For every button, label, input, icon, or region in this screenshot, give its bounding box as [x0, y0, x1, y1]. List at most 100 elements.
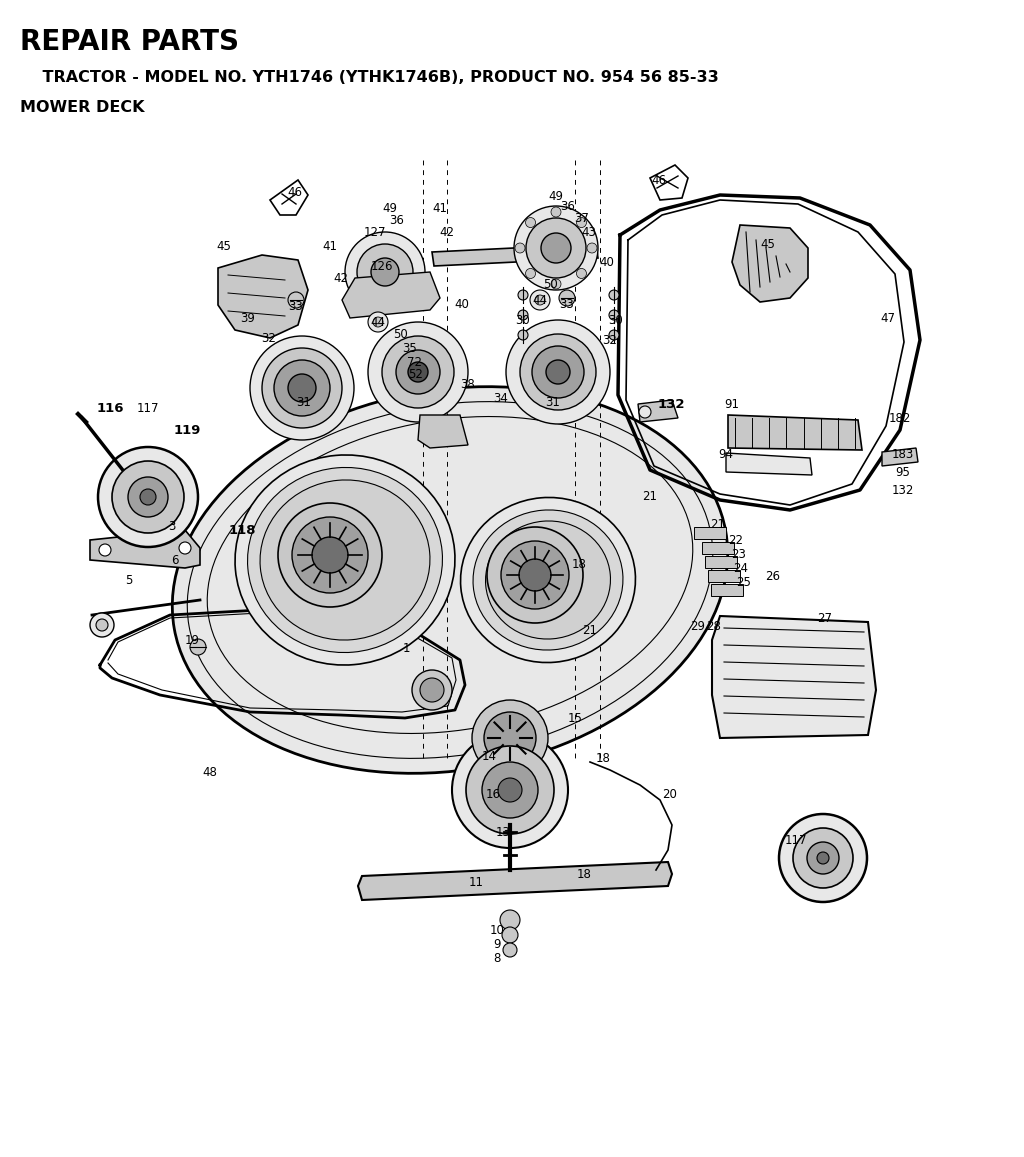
- Circle shape: [179, 541, 191, 554]
- Ellipse shape: [473, 510, 623, 650]
- Polygon shape: [650, 165, 688, 200]
- Circle shape: [501, 541, 569, 609]
- Text: 32: 32: [261, 332, 276, 345]
- Text: 9: 9: [494, 937, 501, 951]
- Text: 18: 18: [596, 752, 610, 765]
- Circle shape: [506, 320, 610, 423]
- Polygon shape: [702, 541, 734, 554]
- Ellipse shape: [236, 455, 455, 665]
- Polygon shape: [218, 255, 308, 338]
- Text: 36: 36: [560, 200, 575, 214]
- Circle shape: [288, 374, 316, 401]
- Ellipse shape: [172, 386, 728, 773]
- Circle shape: [472, 700, 548, 776]
- Text: 35: 35: [402, 341, 418, 354]
- Text: TRACTOR - MODEL NO. YTH1746 (YTHK1746B), PRODUCT NO. 954 56 85-33: TRACTOR - MODEL NO. YTH1746 (YTHK1746B),…: [20, 71, 719, 84]
- Ellipse shape: [248, 467, 442, 653]
- Text: MOWER DECK: MOWER DECK: [20, 100, 144, 115]
- Text: 18: 18: [577, 869, 592, 882]
- Text: 47: 47: [881, 311, 896, 324]
- Text: 6: 6: [171, 553, 179, 567]
- Circle shape: [288, 292, 304, 308]
- Circle shape: [278, 503, 382, 607]
- Polygon shape: [358, 862, 672, 900]
- Text: 37: 37: [574, 212, 590, 224]
- Text: 41: 41: [323, 239, 338, 252]
- Circle shape: [807, 842, 839, 874]
- Text: 3: 3: [168, 521, 176, 533]
- Text: 25: 25: [736, 575, 752, 589]
- Text: 52: 52: [409, 368, 424, 382]
- Polygon shape: [708, 570, 740, 582]
- Circle shape: [274, 360, 330, 417]
- Text: 33: 33: [560, 299, 574, 311]
- Polygon shape: [638, 400, 678, 422]
- Text: 45: 45: [761, 238, 775, 251]
- Polygon shape: [694, 526, 726, 539]
- Circle shape: [535, 295, 545, 305]
- Text: 118: 118: [228, 523, 256, 537]
- Circle shape: [368, 312, 388, 332]
- Circle shape: [518, 310, 528, 320]
- Polygon shape: [711, 584, 743, 596]
- Polygon shape: [432, 244, 598, 266]
- Circle shape: [525, 268, 536, 279]
- Text: 36: 36: [389, 214, 404, 227]
- Circle shape: [530, 290, 550, 310]
- Circle shape: [112, 460, 184, 533]
- Text: 29: 29: [690, 620, 706, 634]
- Text: 10: 10: [489, 923, 505, 936]
- Circle shape: [140, 489, 156, 504]
- Circle shape: [639, 406, 651, 418]
- Circle shape: [520, 334, 596, 410]
- Text: 21: 21: [583, 624, 597, 636]
- Text: 48: 48: [203, 766, 217, 780]
- Polygon shape: [732, 224, 808, 302]
- Text: 43: 43: [582, 227, 596, 239]
- Circle shape: [371, 258, 399, 286]
- Circle shape: [515, 243, 525, 253]
- Text: 26: 26: [766, 569, 780, 582]
- Circle shape: [98, 447, 198, 547]
- Polygon shape: [90, 530, 200, 568]
- Circle shape: [262, 348, 342, 428]
- Text: 8: 8: [494, 951, 501, 965]
- Text: 95: 95: [896, 465, 910, 479]
- Polygon shape: [342, 272, 440, 318]
- Text: REPAIR PARTS: REPAIR PARTS: [20, 28, 239, 56]
- Polygon shape: [705, 557, 737, 568]
- Circle shape: [292, 517, 368, 594]
- Polygon shape: [418, 415, 468, 448]
- Circle shape: [518, 290, 528, 300]
- Text: 127: 127: [364, 226, 386, 238]
- Text: 126: 126: [371, 259, 393, 273]
- Circle shape: [519, 559, 551, 591]
- Text: 16: 16: [485, 789, 501, 802]
- Text: 14: 14: [481, 750, 497, 762]
- Circle shape: [452, 732, 568, 848]
- Text: 20: 20: [663, 789, 678, 802]
- Polygon shape: [726, 454, 812, 476]
- Circle shape: [420, 678, 444, 702]
- Text: 42: 42: [334, 272, 348, 285]
- Text: 94: 94: [719, 449, 733, 462]
- Circle shape: [484, 712, 536, 764]
- Circle shape: [190, 639, 206, 655]
- Circle shape: [99, 544, 111, 557]
- Circle shape: [502, 927, 518, 943]
- Circle shape: [373, 317, 383, 327]
- Circle shape: [128, 477, 168, 517]
- Text: 46: 46: [651, 174, 667, 186]
- Circle shape: [482, 762, 538, 818]
- Text: 49: 49: [549, 190, 563, 202]
- Text: 50: 50: [392, 329, 408, 341]
- Text: 5: 5: [125, 575, 133, 588]
- Circle shape: [609, 290, 618, 300]
- Text: 182: 182: [889, 412, 911, 425]
- Circle shape: [609, 330, 618, 340]
- Polygon shape: [728, 415, 862, 450]
- Text: 23: 23: [731, 547, 746, 560]
- Text: 24: 24: [733, 561, 749, 575]
- Text: 21: 21: [642, 491, 657, 503]
- Circle shape: [250, 336, 354, 440]
